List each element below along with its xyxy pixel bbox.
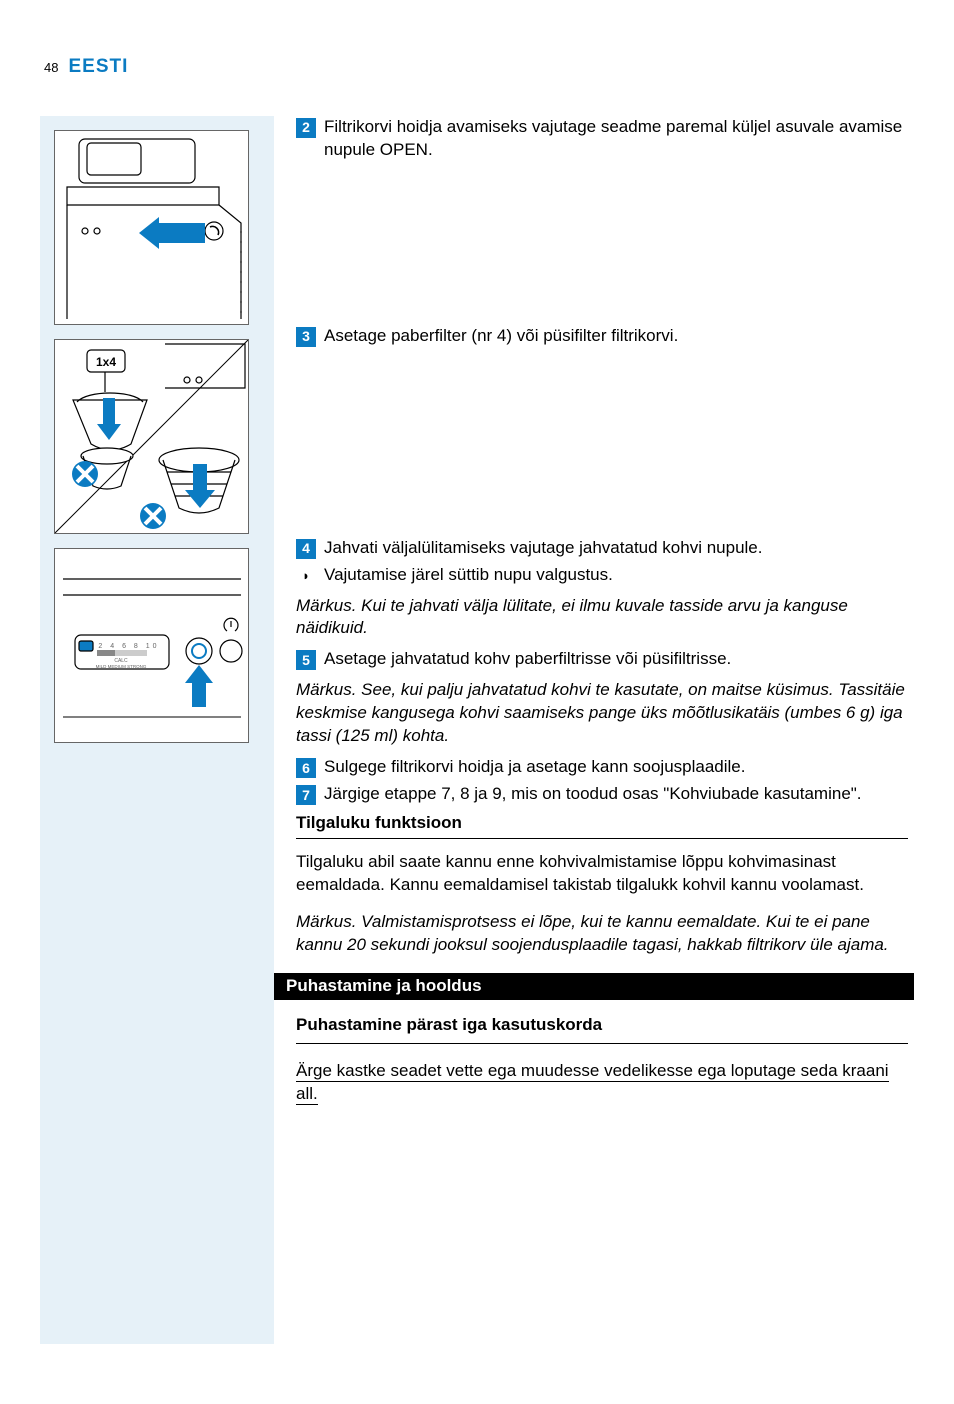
step-2: 2 Filtrikorvi hoidja avamiseks vajutage … [296, 116, 908, 162]
note-text: Märkus. Valmistamisprotsess ei lõpe, kui… [296, 911, 908, 957]
illustration-3: 2 4 6 8 10 CALC MILD MEDIUM STRONG [55, 549, 248, 742]
page-number: 48 [44, 59, 58, 77]
illustration-2: 1x4 [55, 340, 248, 533]
step-text: Järgige etappe 7, 8 ja 9, mis on toodud … [324, 783, 908, 806]
panel-strength: MILD MEDIUM STRONG [96, 664, 147, 669]
subsection-heading: Puhastamine pärast iga kasutuskorda [296, 1014, 908, 1044]
figure-column: 1x4 [40, 116, 274, 973]
text-column: 2 Filtrikorvi hoidja avamiseks vajutage … [274, 116, 914, 973]
step-3: 3 Asetage paberfilter (nr 4) või püsifil… [296, 325, 908, 348]
step-text: Jahvati väljalülitamiseks vajutage jahva… [324, 537, 908, 560]
step-number: 2 [296, 118, 316, 138]
page-header: 48 EESTI [40, 54, 914, 80]
section-heading: Puhastamine ja hooldus [274, 973, 914, 1000]
section-heading-text: Puhastamine ja hooldus [286, 975, 482, 998]
figure-grinder-off: 2 4 6 8 10 CALC MILD MEDIUM STRONG [54, 548, 249, 743]
section-divider-row: Puhastamine ja hooldus [0, 973, 954, 1000]
step-5: 5 Asetage jahvatatud kohv paberfiltrisse… [296, 648, 908, 671]
note-text: Märkus. Kui te jahvati välja lülitate, e… [296, 595, 908, 641]
step-6: 6 Sulgege filtrikorvi hoidja ja asetage … [296, 756, 908, 779]
step-text: Asetage paberfilter (nr 4) või püsifilte… [324, 325, 908, 348]
step-text: Filtrikorvi hoidja avamiseks vajutage se… [324, 116, 908, 162]
note-text: Märkus. See, kui palju jahvatatud kohvi … [296, 679, 908, 748]
filter-size-label: 1x4 [96, 355, 116, 369]
step-4-sub: ◗ Vajutamise järel süttib nupu valgustus… [296, 564, 908, 587]
arrow-icon [139, 217, 205, 249]
language-label: EESTI [68, 54, 128, 80]
step-4: 4 Jahvati väljalülitamiseks vajutage jah… [296, 537, 908, 560]
step-number: 6 [296, 758, 316, 778]
subheading-row: Puhastamine pärast iga kasutuskorda [40, 1000, 914, 1044]
step-text: Vajutamise järel süttib nupu valgustus. [324, 564, 908, 587]
content-row-1: 1x4 [40, 116, 914, 973]
step-number: 4 [296, 539, 316, 559]
warning-row: Ärge kastke seadet vette ega muudesse ve… [40, 1044, 914, 1344]
drip-stop-heading: Tilgaluku funktsioon [296, 812, 908, 839]
body-text: Tilgaluku abil saate kannu enne kohvival… [296, 851, 908, 897]
figure-open-button [54, 130, 249, 325]
panel-numbers: 2 4 6 8 10 [98, 643, 159, 650]
illustration-1 [55, 131, 248, 324]
manual-page: 48 EESTI [0, 0, 954, 1404]
bullet-icon: ◗ [296, 567, 316, 585]
step-number: 3 [296, 327, 316, 347]
step-number: 7 [296, 785, 316, 805]
x-mark-icon [140, 503, 166, 529]
arrow-up-icon [185, 665, 213, 707]
step-number: 5 [296, 650, 316, 670]
step-text: Asetage jahvatatud kohv paberfiltrisse v… [324, 648, 908, 671]
step-7: 7 Järgige etappe 7, 8 ja 9, mis on toodu… [296, 783, 908, 806]
x-mark-icon [72, 461, 98, 487]
sidebar-spacer [40, 973, 274, 1000]
sidebar-spacer [40, 1000, 274, 1044]
warning-text: Ärge kastke seadet vette ega muudesse ve… [296, 1060, 908, 1106]
sidebar-spacer [40, 1044, 274, 1344]
figure-filter-insert: 1x4 [54, 339, 249, 534]
step-text: Sulgege filtrikorvi hoidja ja asetage ka… [324, 756, 908, 779]
